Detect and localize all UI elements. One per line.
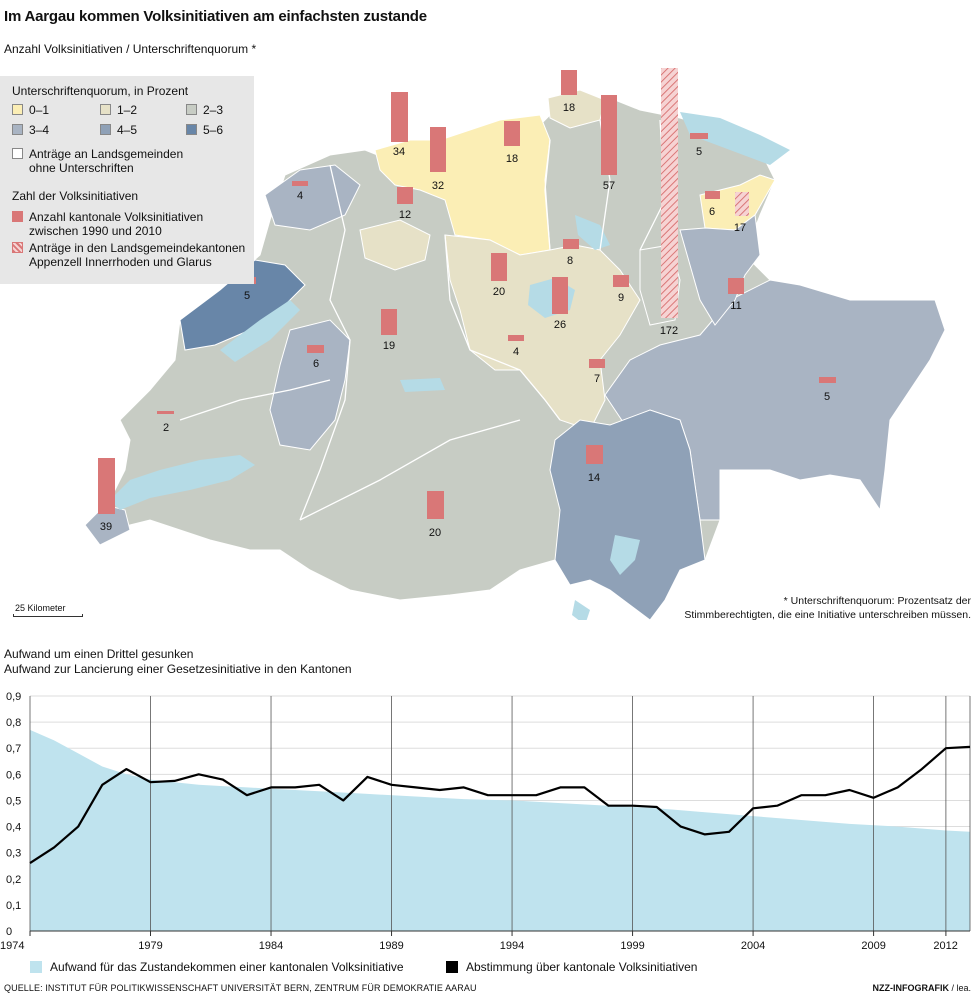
value-label-ai: 17 [734, 222, 746, 234]
x-tick-label: 1989 [379, 940, 403, 952]
y-tick-label: 0,8 [6, 717, 21, 729]
legend-area: Aufwand für das Zustandekommen einer kan… [30, 960, 404, 974]
legend-item-quorum-5-6: 5–6 [186, 123, 223, 137]
legend-item-quorum-1-2: 1–2 [100, 103, 137, 117]
canton-sg [679, 214, 761, 326]
value-label-ju: 4 [297, 190, 303, 202]
swatch-quorum-4-5 [100, 124, 111, 135]
value-label-bs: 34 [393, 146, 405, 158]
credit-note: NZZ-INFOGRAFIK / lea. [872, 983, 971, 993]
value-label-ar: 6 [709, 206, 715, 218]
value-label-gl: 172 [660, 325, 678, 337]
lakes [110, 112, 790, 620]
map-footnote: * Unterschriftenquorum: Prozentsatz der … [684, 595, 971, 621]
value-label-sz: 9 [618, 292, 624, 304]
x-tick-label: 2004 [741, 940, 765, 952]
value-label-vs: 20 [429, 527, 441, 539]
bar-value-labels: 34 32 18 18 57 172 5 6 17 4 12 8 20 9 11… [100, 102, 830, 539]
legend-item-quorum-3-4: 3–4 [12, 123, 49, 137]
x-tick-label: 1974 [0, 940, 24, 952]
x-tick-label: 2009 [861, 940, 885, 952]
canton-region-1-2 [444, 234, 641, 431]
scale-label: 25 Kilometer [15, 603, 66, 613]
y-tick-label: 0,1 [6, 900, 21, 912]
value-label-zh: 57 [603, 180, 615, 192]
swatch-quorum-1-2 [100, 104, 111, 115]
swatch-count [12, 211, 23, 222]
legend-item-count: Anzahl kantonale Volksinitiativen zwisch… [12, 210, 222, 238]
value-label-fr: 6 [313, 358, 319, 370]
chart-vertical-grid [29, 696, 971, 936]
swatch-quorum-2-3 [186, 104, 197, 115]
legend-swatch-line [446, 961, 458, 973]
page-title: Im Aargau kommen Volksinitiativen am ein… [4, 8, 427, 25]
canton-ai-hatch [735, 192, 749, 216]
value-label-zg: 8 [567, 255, 573, 267]
canton-region-1-2-west [359, 219, 431, 271]
value-label-ow: 4 [513, 346, 519, 358]
source-note: QUELLE: INSTITUT FÜR POLITIKWISSENSCHAFT… [4, 983, 477, 993]
value-label-ne: 5 [244, 290, 250, 302]
swatch-quorum-3-4 [12, 124, 23, 135]
value-label-bl: 32 [432, 180, 444, 192]
canton-ju [264, 164, 361, 231]
value-label-sg: 11 [730, 300, 741, 312]
x-tick-label: 1979 [138, 940, 162, 952]
canton-gl-hatched-bar [661, 68, 678, 318]
scale-bar [13, 614, 83, 617]
swatch-quorum-0-1 [12, 104, 23, 115]
value-label-be: 19 [383, 340, 395, 352]
switzerland-map: 34 32 18 18 57 172 5 6 17 4 12 8 20 9 11… [84, 68, 946, 620]
legend-item-quorum-2-3: 2–3 [186, 103, 223, 117]
swatch-landsgemeinde [12, 148, 23, 159]
value-label-so: 12 [399, 209, 411, 221]
x-tick-label: 1999 [620, 940, 644, 952]
legend-item-landsgemeinde: Anträge an Landsgemeinden ohne Unterschr… [12, 147, 212, 175]
y-tick-label: 0,5 [6, 795, 21, 807]
y-tick-label: 0,3 [6, 848, 21, 860]
value-label-nw: 26 [554, 319, 566, 331]
y-tick-label: 0,4 [6, 822, 21, 834]
value-label-tg: 5 [696, 146, 702, 158]
swatch-hatched [12, 242, 23, 253]
y-tick-label: 0,2 [6, 874, 21, 886]
x-tick-label: 1994 [500, 940, 524, 952]
x-tick-label: 1984 [259, 940, 283, 952]
value-label-ag: 18 [506, 153, 518, 165]
value-label-ge: 39 [100, 521, 112, 533]
value-label-gr: 5 [824, 391, 830, 403]
series-line-abstimmung [29, 745, 971, 865]
legend-line: Abstimmung über kantonale Volksinitiativ… [446, 960, 697, 974]
x-axis-ticks: 1974 1979 1984 1989 1994 1999 2004 2009 2012 [0, 940, 958, 952]
y-tick-label: 0,6 [6, 769, 21, 781]
page-subtitle: Anzahl Volksinitiativen / Unterschriften… [4, 42, 257, 56]
legend-item-hatched: Anträge in den Landsgemeindekantonen App… [12, 241, 248, 269]
y-tick-label: 0,7 [6, 743, 21, 755]
swatch-quorum-5-6 [186, 124, 197, 135]
x-tick-label: 2012 [933, 940, 957, 952]
value-label-ur: 7 [594, 373, 600, 385]
chart-title: Aufwand um einen Drittel gesunken [4, 647, 194, 661]
y-tick-label: 0 [6, 926, 12, 938]
series-area-aufwand [30, 729, 970, 931]
value-label-sh: 18 [563, 102, 575, 114]
canton-bars [98, 70, 836, 519]
legend-item-quorum-4-5: 4–5 [100, 123, 137, 137]
legend-swatch-area [30, 961, 42, 973]
y-axis-ticks: 0 0,1 0,2 0,3 0,4 0,5 0,6 0,7 0,8 0,9 [6, 691, 21, 938]
value-label-ti: 14 [588, 472, 600, 484]
legend-item-quorum-0-1: 0–1 [12, 103, 49, 117]
map-legend: Unterschriftenquorum, in Prozent 0–1 1–2… [0, 76, 254, 284]
count-legend-title: Zahl der Volksinitiativen [12, 189, 139, 203]
quorum-legend-title: Unterschriftenquorum, in Prozent [12, 84, 189, 98]
line-chart: 0 0,1 0,2 0,3 0,4 0,5 0,6 0,7 0,8 0,9 1974 1979 198… [0, 691, 971, 952]
value-label-vd: 2 [163, 422, 169, 434]
canton-ti [549, 409, 706, 620]
value-label-lu: 20 [493, 286, 505, 298]
y-tick-label: 0,9 [6, 691, 21, 703]
chart-subtitle: Aufwand zur Lancierung einer Gesetzesini… [4, 662, 352, 676]
